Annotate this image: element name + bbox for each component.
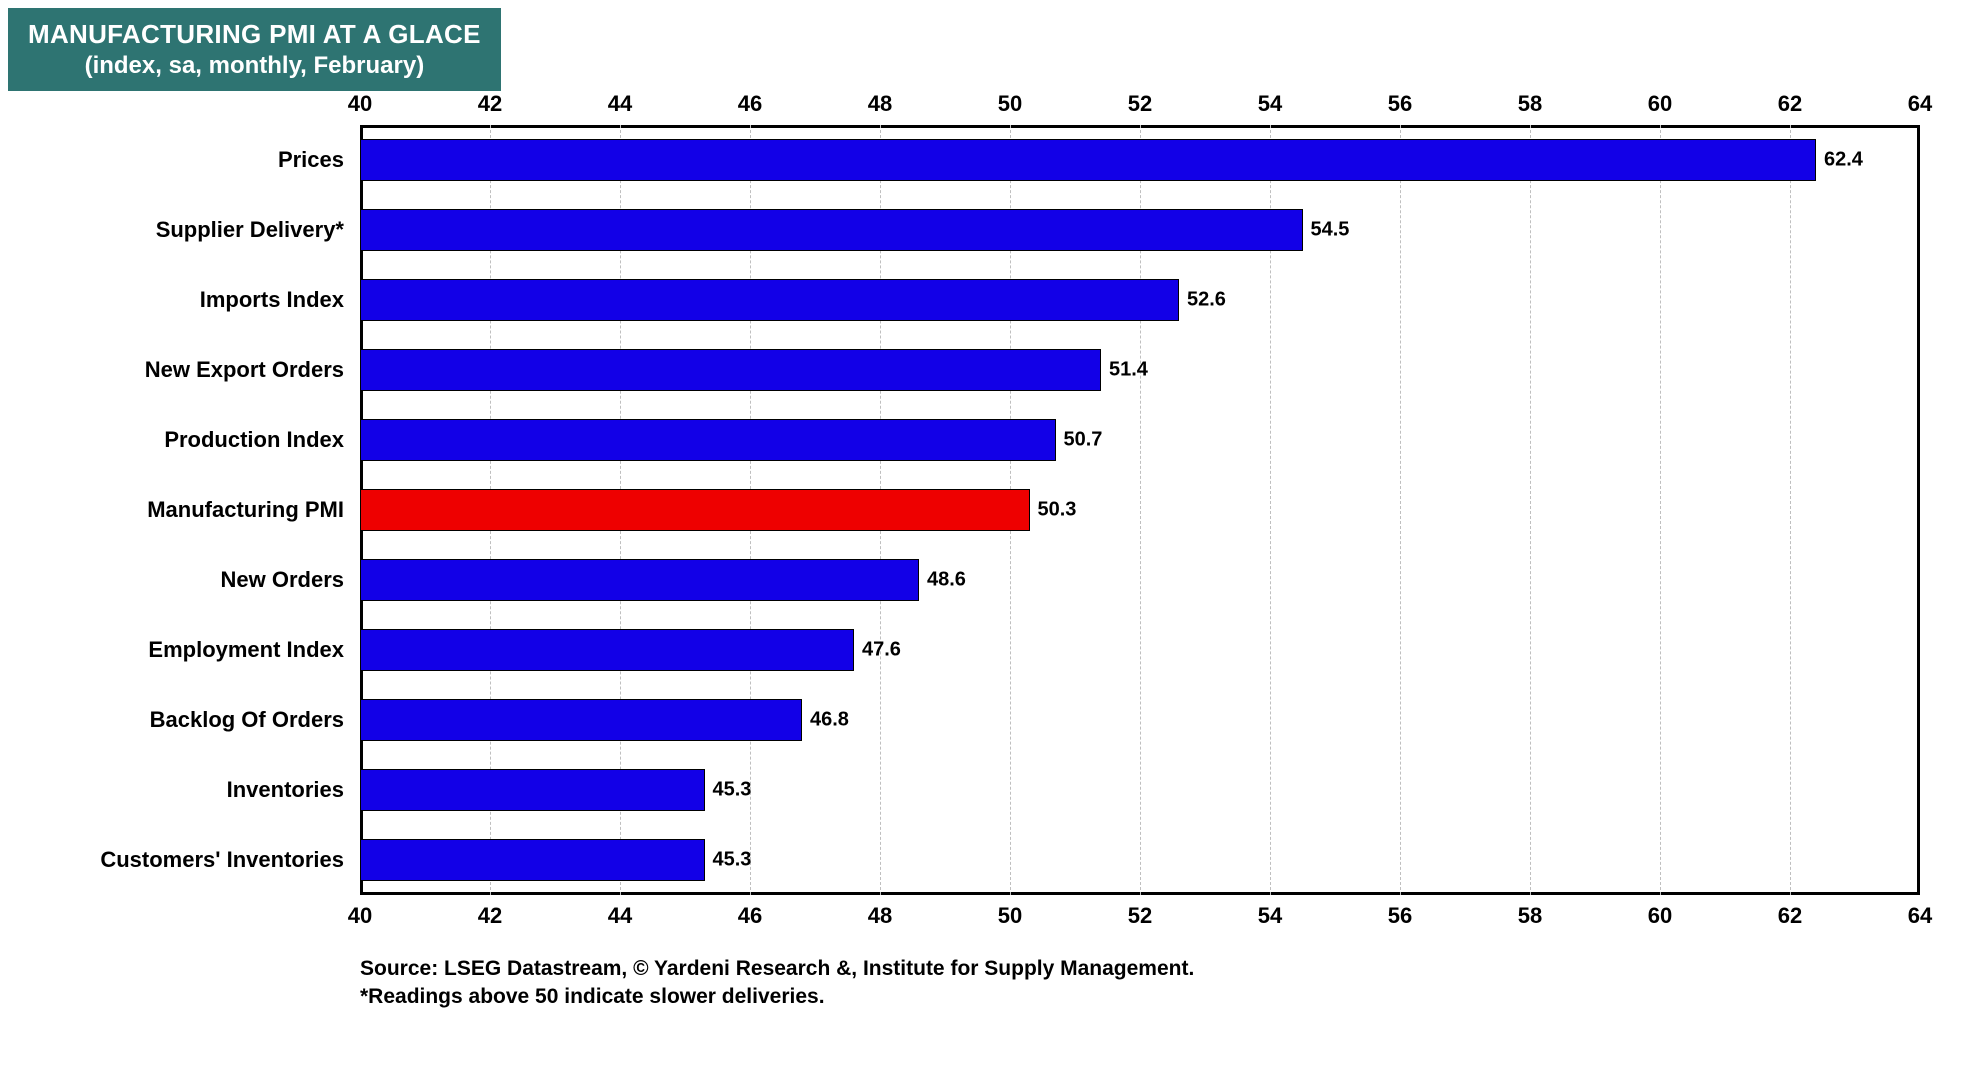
bar [360,489,1030,531]
x-tick-top: 56 [1388,91,1412,117]
chart-source: Source: LSEG Datastream, © Yardeni Resea… [360,955,1194,1012]
category-label: Backlog Of Orders [150,707,344,733]
bar-value-label: 46.8 [810,709,849,732]
grid-line [1400,125,1401,895]
x-tick-bottom: 50 [998,903,1022,929]
chart-title-box: MANUFACTURING PMI AT A GLACE (index, sa,… [8,8,501,91]
category-label: New Orders [221,567,345,593]
bar-value-label: 52.6 [1187,289,1226,312]
bar-value-label: 47.6 [862,639,901,662]
x-tick-bottom: 40 [348,903,372,929]
bar [360,139,1816,181]
category-label: Supplier Delivery* [156,217,344,243]
grid-line [1660,125,1661,895]
x-tick-top: 46 [738,91,762,117]
bar [360,349,1101,391]
chart-title-line2: (index, sa, monthly, February) [28,51,481,81]
x-tick-top: 40 [348,91,372,117]
x-tick-top: 44 [608,91,632,117]
source-line2: *Readings above 50 indicate slower deliv… [360,983,1194,1011]
bar-value-label: 54.5 [1311,219,1350,242]
x-tick-bottom: 60 [1648,903,1672,929]
x-tick-top: 50 [998,91,1022,117]
x-tick-top: 54 [1258,91,1282,117]
x-tick-bottom: 62 [1778,903,1802,929]
x-tick-bottom: 56 [1388,903,1412,929]
x-tick-top: 42 [478,91,502,117]
category-label: Customers' Inventories [100,847,344,873]
source-line1: Source: LSEG Datastream, © Yardeni Resea… [360,955,1194,983]
bar-value-label: 50.7 [1064,429,1103,452]
category-label: Inventories [227,777,344,803]
bar [360,559,919,601]
bar [360,839,705,881]
x-tick-bottom: 58 [1518,903,1542,929]
chart-title-line1: MANUFACTURING PMI AT A GLACE [28,18,481,51]
x-tick-bottom: 54 [1258,903,1282,929]
x-tick-top: 52 [1128,91,1152,117]
x-tick-top: 60 [1648,91,1672,117]
bar-value-label: 45.3 [713,779,752,802]
x-tick-bottom: 46 [738,903,762,929]
x-tick-top: 64 [1908,91,1932,117]
category-label: New Export Orders [145,357,344,383]
x-tick-bottom: 64 [1908,903,1932,929]
bar [360,769,705,811]
bar-value-label: 45.3 [713,849,752,872]
grid-line [1790,125,1791,895]
bar [360,699,802,741]
x-tick-bottom: 48 [868,903,892,929]
plot-area: 4040424244444646484850505252545456565858… [360,125,1920,895]
x-tick-top: 62 [1778,91,1802,117]
chart-canvas: MANUFACTURING PMI AT A GLACE (index, sa,… [0,0,1980,1080]
x-tick-bottom: 52 [1128,903,1152,929]
x-tick-bottom: 44 [608,903,632,929]
grid-line [1530,125,1531,895]
bar [360,419,1056,461]
bar [360,209,1303,251]
bar-value-label: 51.4 [1109,359,1148,382]
bar-value-label: 62.4 [1824,149,1863,172]
bar [360,279,1179,321]
category-label: Prices [278,147,344,173]
bar [360,629,854,671]
bar-value-label: 48.6 [927,569,966,592]
x-tick-top: 58 [1518,91,1542,117]
category-label: Imports Index [200,287,344,313]
x-tick-bottom: 42 [478,903,502,929]
category-label: Employment Index [148,637,344,663]
x-tick-top: 48 [868,91,892,117]
bar-value-label: 50.3 [1038,499,1077,522]
category-label: Production Index [164,427,344,453]
category-label: Manufacturing PMI [147,497,344,523]
